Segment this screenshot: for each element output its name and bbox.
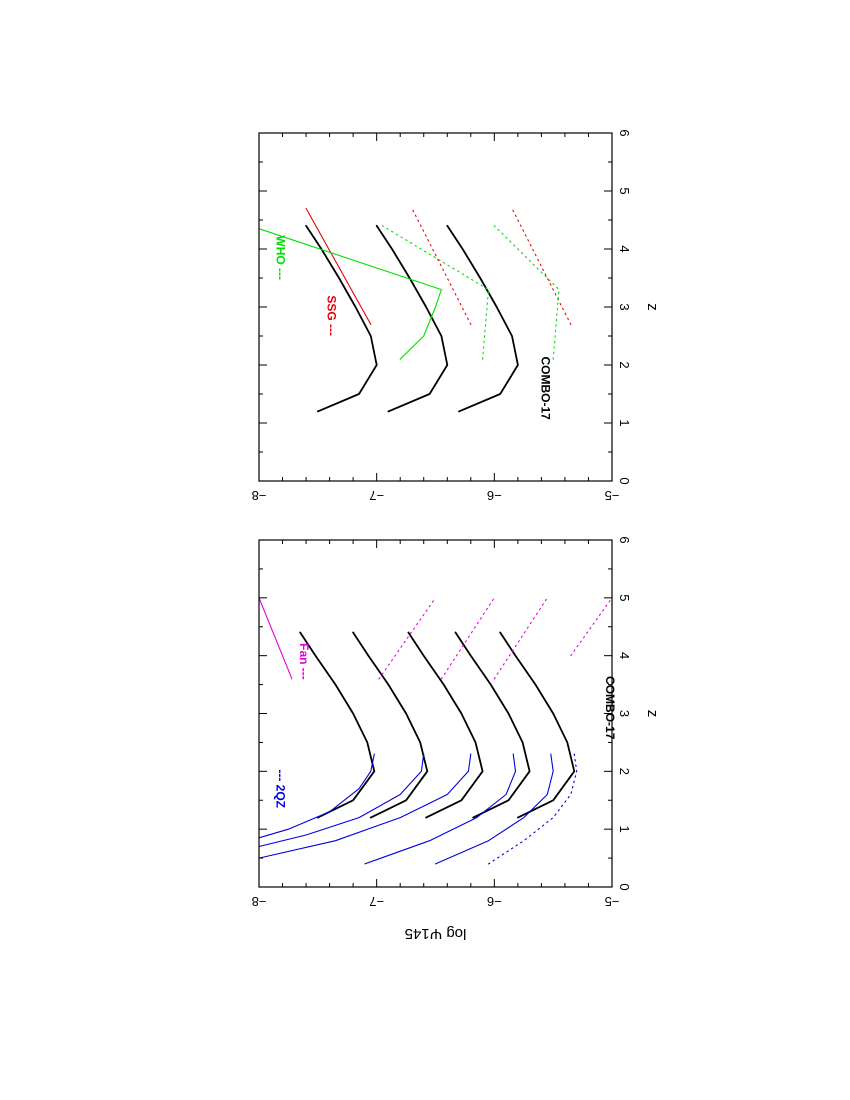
z-tick-label: 3 xyxy=(617,710,632,717)
series-twoqz-8 xyxy=(258,753,472,859)
annotation-ssg: SSG --- xyxy=(324,295,338,336)
log-tick-label: −7 xyxy=(369,488,384,503)
log-tick-label: −5 xyxy=(605,894,620,909)
series-fan-13 xyxy=(440,597,495,680)
series-combo-1 xyxy=(454,631,531,819)
series-twoqz-7 xyxy=(364,753,517,865)
z-tick-label: 6 xyxy=(617,129,632,136)
z-tick-label: 4 xyxy=(617,652,632,659)
series-who-7 xyxy=(381,225,490,360)
series-twoqz-5 xyxy=(487,753,578,865)
z-tick-label: 2 xyxy=(617,768,632,775)
bottom-ticks-layer xyxy=(258,539,613,888)
series-combo-4 xyxy=(299,631,376,819)
log-axis-title: log Ψ145 xyxy=(405,925,467,942)
bottom-labels-layer: 0 1 2 3 4 5 6 −8 −7 −6 −5 z log Ψ145 xyxy=(252,536,661,942)
z-tick-label: 1 xyxy=(617,419,632,426)
series-ssg-3 xyxy=(511,207,572,325)
log-tick-label: −6 xyxy=(487,488,502,503)
series-combo-2 xyxy=(407,631,484,819)
annotation-fan: Fan --- xyxy=(297,643,311,680)
annotation-combo: COMBO-17 xyxy=(538,357,552,421)
z-tick-label: 0 xyxy=(617,883,632,890)
series-twoqz-6 xyxy=(434,753,554,865)
log-tick-label: −8 xyxy=(252,894,267,909)
series-fan-15 xyxy=(258,597,293,680)
z-tick-label: 5 xyxy=(617,187,632,194)
top-annotations-layer: COMBO-17 SSG --- WHO --- xyxy=(274,235,553,420)
z-tick-label: 3 xyxy=(617,303,632,310)
log-tick-label: −6 xyxy=(487,894,502,909)
series-combo-1 xyxy=(375,224,449,413)
top-ticks-layer xyxy=(258,132,613,482)
z-tick-label: 2 xyxy=(617,361,632,368)
bottom-series-layer xyxy=(258,597,613,865)
series-combo-0 xyxy=(499,631,576,819)
series-who-6 xyxy=(493,225,560,360)
series-twoqz-10 xyxy=(258,753,375,839)
series-fan-11 xyxy=(570,597,613,657)
bottom-panel: 0 1 2 3 4 5 6 −8 −7 −6 −5 z log Ψ145 COMBO-17 Fan ---… xyxy=(252,536,661,942)
annotation-who: WHO --- xyxy=(274,235,288,280)
z-tick-label: 6 xyxy=(617,536,632,543)
series-combo-3 xyxy=(352,631,429,819)
annotation-twoqz: --- 2QZ xyxy=(274,769,288,808)
series-combo-2 xyxy=(305,224,378,413)
top-panel: 0 1 2 3 4 5 6 −8 −7 −6 −5 z COMBO-17 SSG --- WHO --- xyxy=(252,129,661,503)
z-tick-label: 0 xyxy=(617,477,632,484)
series-fan-12 xyxy=(493,597,548,680)
bottom-annotations-layer: COMBO-17 Fan --- --- 2QZ xyxy=(274,643,617,808)
z-axis-title: z xyxy=(644,303,661,311)
series-who-8 xyxy=(258,228,442,360)
series-ssg-5 xyxy=(305,207,372,325)
z-tick-label: 1 xyxy=(617,826,632,833)
annotation-combo: COMBO-17 xyxy=(603,676,617,740)
log-tick-label: −8 xyxy=(252,488,267,503)
bottom-plot-frame xyxy=(258,539,613,888)
top-series-layer xyxy=(258,207,572,413)
series-fan-14 xyxy=(378,597,437,680)
log-tick-label: −7 xyxy=(369,894,384,909)
log-tick-label: −5 xyxy=(605,488,620,503)
series-ssg-4 xyxy=(411,207,472,325)
series-twoqz-9 xyxy=(258,753,425,848)
series-combo-0 xyxy=(446,224,519,413)
z-tick-label: 4 xyxy=(617,245,632,252)
z-tick-label: 5 xyxy=(617,594,632,601)
top-labels-layer: 0 1 2 3 4 5 6 −8 −7 −6 −5 z xyxy=(252,129,661,503)
z-axis-title: z xyxy=(644,710,661,718)
